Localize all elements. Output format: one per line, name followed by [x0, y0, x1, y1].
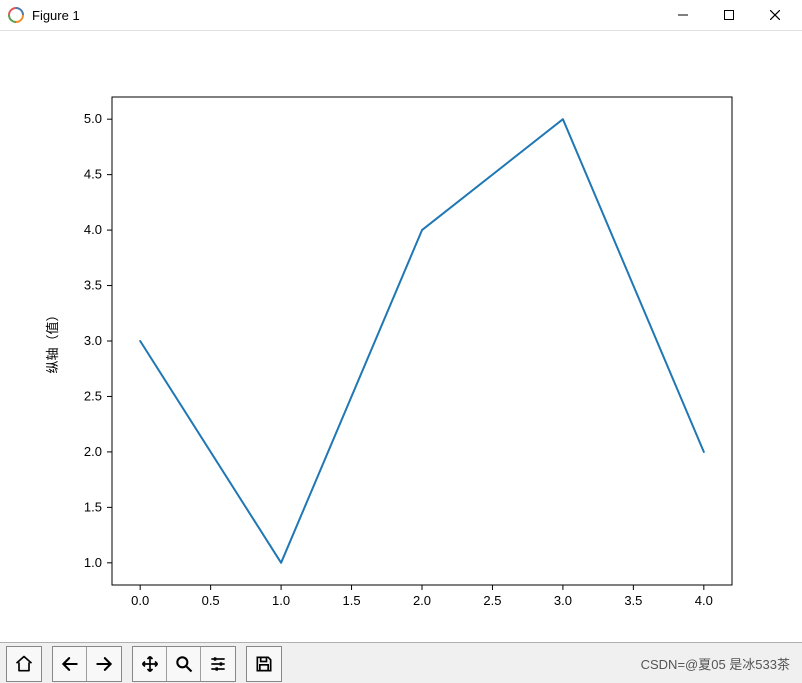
- svg-text:0.5: 0.5: [202, 593, 220, 608]
- figure-canvas: 0.0 0.5 1.0 1.5 2.0 2.5 3.0 3.5 4.0 1.0 1.5 2.0 2.5 3…: [0, 31, 802, 642]
- svg-text:3.5: 3.5: [84, 278, 102, 293]
- back-button[interactable]: [53, 647, 87, 681]
- title-bar: Figure 1: [0, 0, 802, 31]
- svg-text:2.0: 2.0: [413, 593, 431, 608]
- matplotlib-toolbar: CSDN=@夏05 是冰533茶: [0, 642, 802, 683]
- coord-readout: CSDN=@夏05 是冰533茶: [641, 654, 790, 673]
- svg-text:2.5: 2.5: [483, 593, 501, 608]
- close-button[interactable]: [752, 0, 798, 30]
- back-icon: [60, 654, 80, 674]
- line-chart: 0.0 0.5 1.0 1.5 2.0 2.5 3.0 3.5 4.0 1.0 1.5 2.0 2.5 3…: [0, 31, 802, 642]
- svg-text:3.5: 3.5: [624, 593, 642, 608]
- save-button[interactable]: [247, 647, 281, 681]
- save-icon: [254, 654, 274, 674]
- app-icon: [8, 7, 24, 23]
- svg-text:2.0: 2.0: [84, 444, 102, 459]
- pan-icon: [140, 654, 160, 674]
- pan-button[interactable]: [133, 647, 167, 681]
- svg-text:3.0: 3.0: [84, 333, 102, 348]
- configure-icon: [208, 654, 228, 674]
- zoom-button[interactable]: [167, 647, 201, 681]
- svg-text:纵轴（值）: 纵轴（值）: [45, 308, 60, 373]
- svg-text:0.0: 0.0: [131, 593, 149, 608]
- svg-text:1.5: 1.5: [84, 499, 102, 514]
- zoom-icon: [174, 654, 194, 674]
- svg-text:5.0: 5.0: [84, 111, 102, 126]
- svg-text:1.0: 1.0: [84, 555, 102, 570]
- svg-text:4.0: 4.0: [84, 222, 102, 237]
- forward-icon: [94, 654, 114, 674]
- svg-text:2.5: 2.5: [84, 388, 102, 403]
- configure-button[interactable]: [201, 647, 235, 681]
- home-button[interactable]: [7, 647, 41, 681]
- svg-text:4.0: 4.0: [695, 593, 713, 608]
- maximize-button[interactable]: [706, 0, 752, 30]
- home-icon: [14, 654, 34, 674]
- svg-text:3.0: 3.0: [554, 593, 572, 608]
- svg-text:1.0: 1.0: [272, 593, 290, 608]
- svg-text:1.5: 1.5: [343, 593, 361, 608]
- svg-text:4.5: 4.5: [84, 167, 102, 182]
- forward-button[interactable]: [87, 647, 121, 681]
- window-title: Figure 1: [32, 8, 80, 23]
- minimize-button[interactable]: [660, 0, 706, 30]
